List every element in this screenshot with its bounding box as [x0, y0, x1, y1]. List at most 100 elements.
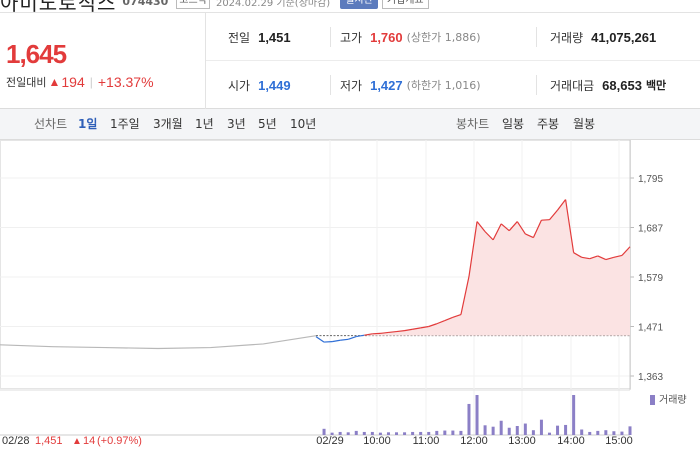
prev-day-change: 14 [83, 435, 95, 447]
tab-1week[interactable]: 1주일 [110, 117, 140, 131]
series-line-segment [356, 334, 365, 338]
stock-code: 074430 [122, 0, 169, 8]
stat-sub: (상한가 1,886) [406, 31, 481, 44]
volume-bar [547, 432, 551, 435]
stat-value: 68,653 [602, 77, 642, 93]
price-chart: 1,795 1,687 1,579 1,471 1,363 거래량 02/29 10:00 11… [0, 140, 700, 450]
series-line-segment [525, 233, 534, 239]
series-line-segment [436, 319, 446, 325]
tab-1year[interactable]: 1년 [195, 117, 214, 131]
tab-3month[interactable]: 3개월 [153, 117, 183, 131]
series-line-segment [621, 246, 631, 256]
current-price-box: 1,645 전일대비 ▲ 194 | +13.37% [0, 13, 205, 109]
volume-bar [596, 430, 600, 435]
volume-bar [475, 395, 479, 435]
stock-name: 아미노로직스 [0, 0, 117, 12]
divider [330, 75, 331, 95]
volume-bar [507, 427, 511, 435]
price-summary: 1,645 전일대비 ▲ 194 | +13.37% 전일 1,451 고가 1… [0, 12, 700, 109]
volume-bar [491, 426, 495, 435]
series-line-segment [428, 323, 437, 328]
volume-bar [427, 431, 431, 435]
stat-label: 전일 [228, 30, 251, 45]
date-text: 2024.02.29 기준(장마감) [215, 0, 331, 9]
volume-bar [539, 419, 543, 435]
volume-bar [604, 430, 608, 435]
y-tick-label: 1,795 [638, 174, 663, 185]
tab-3year[interactable]: 3년 [227, 117, 246, 131]
stat-value: 1,427 [370, 77, 403, 93]
up-arrow-icon: ▲ [72, 436, 82, 447]
realtime-button[interactable]: 실시간 [340, 0, 378, 9]
volume-bar [378, 432, 382, 435]
x-tick-label: 13:00 [508, 435, 536, 447]
series-line-segment [605, 256, 615, 261]
series-line-segment [500, 223, 510, 232]
volume-bar [564, 424, 568, 435]
volume-bar [580, 429, 584, 435]
corp-overview-button[interactable]: 기업개요 [381, 0, 429, 9]
series-line-segment [492, 223, 502, 241]
volume-bar [620, 431, 624, 435]
series-line-segment [364, 333, 373, 336]
tab-weekly-candle[interactable]: 주봉 [537, 117, 560, 131]
tab-monthly-candle[interactable]: 월봉 [573, 117, 596, 131]
stat-sub: (하한가 1,016) [406, 79, 481, 92]
volume-bar [443, 430, 447, 435]
series-line-segment [315, 336, 325, 343]
stat-unit: 백만 [645, 79, 667, 92]
series-line-segment [332, 339, 341, 343]
volume-bar [523, 423, 527, 435]
x-tick-label: 12:00 [460, 435, 488, 447]
stat-label: 저가 [340, 78, 363, 93]
y-tick-label: 1,363 [638, 372, 663, 383]
series-line-segment [412, 327, 421, 330]
series-line-segment [340, 338, 349, 341]
volume-bar [531, 430, 535, 435]
tab-10year[interactable]: 10년 [290, 117, 317, 131]
volume-bar [572, 395, 576, 435]
stats-table: 전일 1,451 고가 1,760 (상한가 1,886) 거래량 41,075… [205, 13, 700, 109]
stat-prev-close: 전일 1,451 [228, 13, 291, 61]
tab-daily-candle[interactable]: 일봉 [502, 117, 525, 131]
volume-bar [419, 431, 423, 435]
tab-1day[interactable]: 1일 [78, 117, 98, 131]
stat-amount: 거래대금 68,653 백만 [550, 61, 666, 109]
stat-label: 거래대금 [550, 78, 595, 93]
stat-value: 1,451 [258, 29, 291, 45]
series-line-prev-day [0, 335, 317, 350]
y-tick-label: 1,687 [638, 224, 663, 235]
volume-bar [612, 431, 616, 435]
volume-label: 거래량 [659, 394, 687, 406]
series-line-segment [460, 276, 470, 315]
volume-bar [467, 403, 471, 435]
series-line-segment [348, 336, 357, 340]
stat-low: 저가 1,427 (하한가 1,016) [340, 61, 481, 109]
stats-row: 전일 1,451 고가 1,760 (상한가 1,886) 거래량 41,075… [206, 13, 700, 61]
series-line-segment [396, 330, 405, 333]
prev-day-close: 1,451 [35, 435, 63, 447]
price-change: 전일대비 ▲ 194 | +13.37% [6, 74, 154, 90]
series-line-segment [468, 221, 478, 277]
change-percent: +13.37% [97, 74, 154, 90]
volume-bar [346, 432, 350, 435]
volume-bar [515, 426, 519, 435]
series-line-segment [613, 254, 623, 258]
x-tick-label: 10:00 [363, 435, 391, 447]
divider [536, 75, 537, 95]
volume-bar [499, 420, 503, 435]
volume-bar [483, 425, 487, 435]
prev-day-date: 02/28 [2, 435, 30, 447]
volume-bar [435, 430, 439, 435]
series-line-segment [420, 325, 429, 329]
current-price: 1,645 [6, 39, 67, 69]
volume-bar [354, 430, 358, 435]
change-label: 전일대비 [6, 77, 47, 89]
divider [536, 27, 537, 47]
volume-bar [338, 431, 342, 435]
tab-5year[interactable]: 5년 [258, 117, 277, 131]
stat-label: 거래량 [550, 30, 584, 45]
x-tick-label: 14:00 [557, 435, 585, 447]
stat-label: 고가 [340, 30, 363, 45]
stat-volume: 거래량 41,075,261 [550, 13, 656, 61]
